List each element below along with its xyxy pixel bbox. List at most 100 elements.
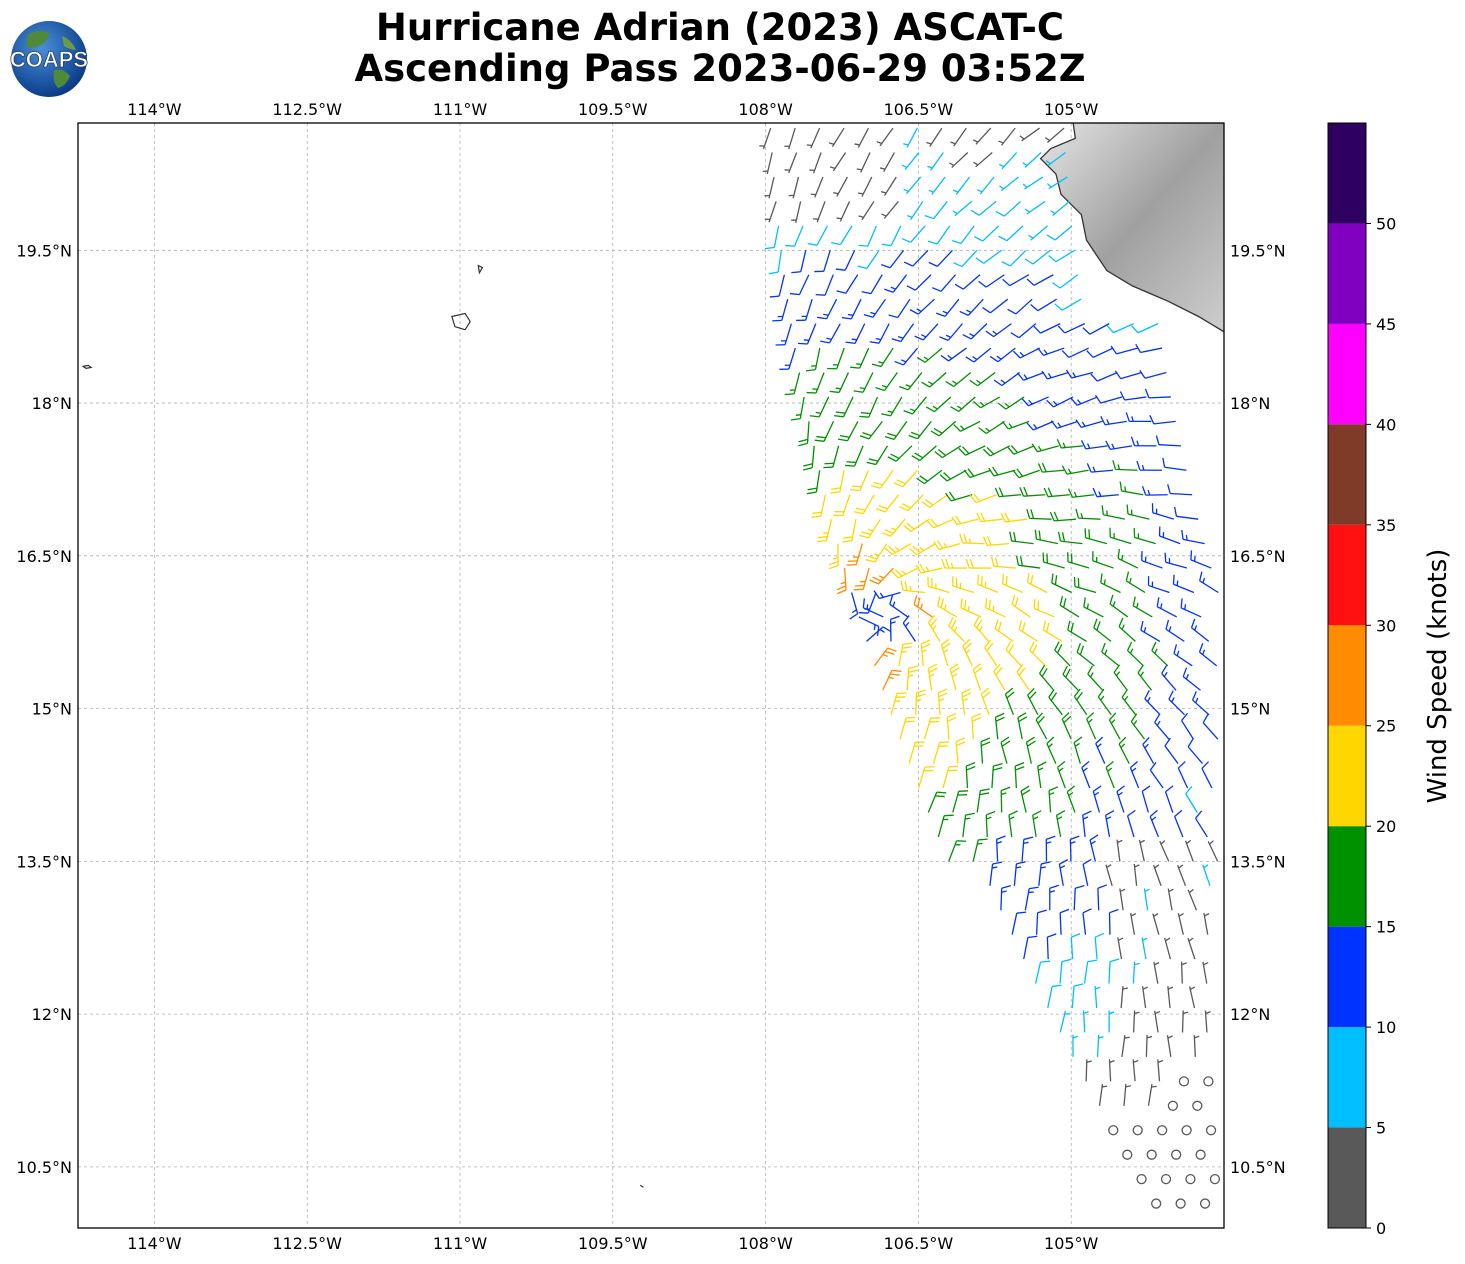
wind-barb bbox=[784, 127, 796, 150]
wind-barb bbox=[1039, 665, 1055, 691]
wind-barb bbox=[1164, 552, 1188, 569]
wind-barb bbox=[1046, 176, 1068, 190]
wind-barb bbox=[996, 835, 1006, 862]
wind-barb bbox=[1100, 416, 1127, 426]
wind-barb bbox=[906, 665, 919, 691]
wind-barb bbox=[980, 737, 991, 764]
wind-barb bbox=[1174, 809, 1184, 838]
wind-barb bbox=[1141, 785, 1151, 813]
wind-barb bbox=[939, 323, 963, 341]
wind-barb bbox=[1049, 511, 1077, 522]
wind-barb bbox=[911, 445, 937, 461]
wind-barb bbox=[1176, 864, 1187, 887]
wind-barb bbox=[1158, 526, 1181, 545]
wind-barb bbox=[1089, 834, 1099, 862]
wind-barb bbox=[880, 176, 897, 196]
wind-barb bbox=[973, 152, 993, 168]
wind-barb bbox=[1022, 152, 1042, 168]
wind-barb bbox=[998, 152, 1018, 170]
wind-barb bbox=[899, 716, 916, 740]
wind-barb bbox=[971, 713, 982, 740]
wind-barb bbox=[789, 274, 810, 296]
wind-barb bbox=[814, 250, 831, 273]
wind-barb bbox=[1105, 440, 1133, 450]
wind-barb bbox=[1156, 597, 1178, 618]
wind-barb bbox=[989, 347, 1016, 363]
colorbar-tick-label: 20 bbox=[1376, 817, 1396, 836]
wind-barb bbox=[1145, 1034, 1153, 1057]
lon-tick-label-bottom: 114°W bbox=[127, 1234, 182, 1253]
wind-barb bbox=[1187, 937, 1196, 960]
wind-barb bbox=[899, 372, 923, 391]
wind-barb bbox=[769, 274, 785, 298]
wind-barb bbox=[953, 249, 978, 268]
wind-barb bbox=[924, 201, 948, 220]
wind-barb bbox=[1050, 200, 1070, 216]
wind-barb bbox=[902, 615, 916, 642]
wind-barb bbox=[989, 861, 1003, 886]
wind-barb bbox=[835, 250, 856, 271]
lon-tick-label-bottom: 106.5°W bbox=[884, 1234, 954, 1253]
wind-barb bbox=[1105, 760, 1115, 789]
wind-barb bbox=[1083, 597, 1104, 618]
wind-barb bbox=[984, 639, 998, 667]
colorbar-bin bbox=[1328, 625, 1366, 726]
wind-barb bbox=[1192, 1100, 1203, 1111]
wind-barb bbox=[1066, 785, 1076, 813]
wind-barb bbox=[1075, 419, 1103, 429]
wind-barb bbox=[985, 810, 996, 837]
wind-barb bbox=[993, 663, 1006, 691]
island-outline bbox=[477, 264, 484, 275]
wind-barb bbox=[1151, 503, 1174, 520]
wind-barb bbox=[1090, 371, 1118, 382]
wind-barb bbox=[817, 519, 833, 543]
wind-barb bbox=[985, 598, 1006, 618]
wind-barb bbox=[775, 323, 792, 346]
wind-barb bbox=[1059, 595, 1080, 618]
wind-barb bbox=[1167, 484, 1193, 496]
wind-barb bbox=[901, 152, 920, 171]
wind-barb bbox=[1160, 1173, 1172, 1185]
wind-barb bbox=[823, 445, 840, 469]
wind-barb bbox=[1012, 347, 1041, 359]
wind-barb bbox=[1038, 861, 1051, 886]
wind-barb bbox=[937, 688, 948, 715]
axis-ticks: 114°W 114°W 112.5°W 112.5°W 111°W 111°W 109.5°… bbox=[16, 100, 1285, 1253]
wind-barb bbox=[958, 445, 986, 456]
wind-barb bbox=[1071, 983, 1084, 1009]
wind-barb bbox=[1002, 274, 1030, 287]
wind-barb bbox=[1207, 840, 1219, 862]
wind-barb bbox=[927, 576, 950, 594]
colorbar-bin bbox=[1328, 524, 1366, 626]
wind-barb bbox=[1195, 810, 1208, 838]
wind-barb bbox=[916, 347, 943, 363]
wind-barb bbox=[1118, 617, 1136, 642]
wind-barb bbox=[1026, 573, 1048, 594]
wind-barb bbox=[1130, 436, 1157, 447]
wind-barb bbox=[920, 639, 931, 666]
wind-barb bbox=[1121, 689, 1137, 716]
wind-barb bbox=[1067, 488, 1095, 498]
wind-barb bbox=[1180, 598, 1202, 618]
wind-barb bbox=[1167, 1100, 1179, 1111]
wind-barb bbox=[1201, 761, 1213, 789]
wind-barb bbox=[834, 396, 854, 418]
wind-barb bbox=[937, 596, 958, 618]
wind-barb bbox=[1203, 1076, 1214, 1087]
wind-barb bbox=[869, 567, 894, 585]
lon-tick-label-bottom: 112.5°W bbox=[272, 1234, 342, 1253]
colorbar-tick-label: 10 bbox=[1376, 1018, 1396, 1037]
wind-barb bbox=[970, 200, 997, 216]
plot-title-line-1: Hurricane Adrian (2023) ASCAT-C bbox=[375, 6, 1065, 49]
wind-barb bbox=[790, 396, 805, 421]
wind-barb bbox=[969, 371, 996, 387]
wind-barb bbox=[975, 249, 1002, 264]
wind-barb bbox=[988, 466, 1016, 477]
wind-barb bbox=[1175, 1198, 1186, 1209]
lon-tick-label-top: 108°W bbox=[738, 100, 793, 119]
wind-barb bbox=[1189, 986, 1196, 1009]
wind-barb bbox=[796, 298, 813, 322]
wind-barb bbox=[1023, 935, 1038, 960]
map-frame bbox=[77, 122, 1225, 1229]
wind-barb bbox=[1037, 462, 1065, 473]
